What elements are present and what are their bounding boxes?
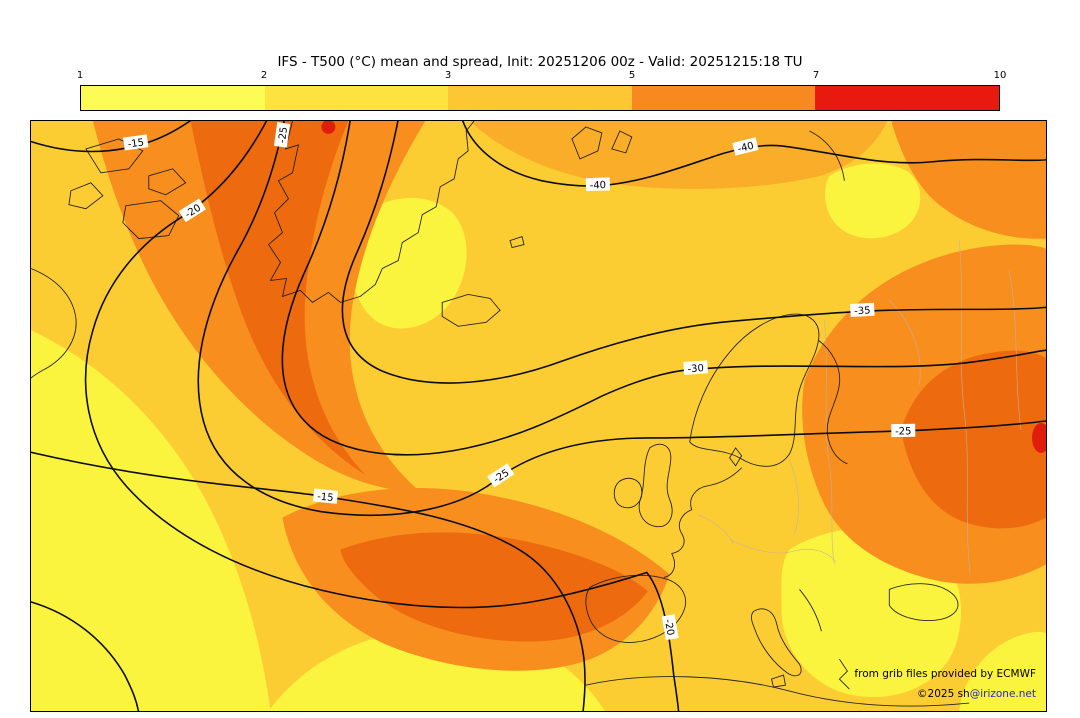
- svg-text:-20: -20: [662, 618, 676, 636]
- coastlines: [31, 121, 970, 707]
- contour-label: -25: [273, 122, 291, 148]
- fill-orange-top-strip: [470, 121, 888, 189]
- map-title: IFS - T500 (°C) mean and spread, Init: 2…: [277, 54, 803, 70]
- fill-red-spot-right: [1032, 422, 1046, 453]
- credits-copyright-prefix: ©2025 sh: [917, 688, 970, 701]
- coast-finland: [818, 339, 848, 465]
- fill-darkorange-center-core: [340, 532, 648, 642]
- colorbar-segment-5: [815, 86, 999, 110]
- spread-colorbar: 1 2 3 5 7 10: [76, 70, 1007, 111]
- coast-denmark: [729, 447, 743, 467]
- svg-text:-30: -30: [687, 363, 704, 375]
- svg-text:-40: -40: [590, 180, 607, 192]
- svg-text:-25: -25: [277, 126, 290, 144]
- contour-label: -20: [661, 614, 679, 641]
- contour-corner-southwest: [31, 601, 140, 711]
- coast-arctic-island: [148, 168, 187, 196]
- coast-italy: [750, 608, 802, 677]
- fill-red-spot-top: [321, 121, 336, 134]
- coast-greece: [838, 658, 850, 690]
- credits-source: from grib files provided by ECMWF: [854, 668, 1036, 681]
- tick-5: 5: [628, 70, 636, 81]
- coast-north-africa: [585, 676, 970, 707]
- coast-novaya-zemlya: [809, 130, 845, 181]
- fill-yellow-top-right: [825, 163, 921, 239]
- forecast-map: -15 -20 -25 -40 -40 -35 -30 -25: [30, 120, 1047, 712]
- coast-sicily: [771, 674, 787, 688]
- coast-scandinavia: [689, 313, 820, 467]
- contour-label: -15: [122, 134, 149, 151]
- contour-label: -30: [683, 360, 709, 375]
- fill-yellow-top-center: [349, 198, 467, 329]
- tick-7: 7: [812, 70, 820, 81]
- colorbar-segment-4: [631, 86, 816, 110]
- fill-yellow-bottom-right: [959, 631, 1046, 711]
- border-line: [729, 539, 836, 562]
- coast-svalbard: [611, 130, 633, 154]
- fill-orange-top-right-corner: [891, 121, 1046, 239]
- country-borders: [697, 240, 1022, 575]
- tick-1: 1: [76, 70, 84, 81]
- colorbar-ticks: 1 2 3 5 7 10: [76, 70, 1007, 83]
- coast-arctic-island: [85, 138, 144, 174]
- border-line: [697, 514, 734, 545]
- credits: from grib files provided by ECMWF ©2025 …: [854, 665, 1036, 705]
- contour-label: -25: [891, 423, 916, 438]
- contour-label: -35: [850, 302, 875, 317]
- contour-minus30-main: [281, 121, 1046, 456]
- tick-3: 3: [444, 70, 452, 81]
- border-line: [889, 300, 921, 386]
- coast-balkans: [799, 589, 822, 632]
- border-line: [789, 459, 799, 535]
- tick-10: 10: [993, 70, 1007, 81]
- svg-text:-15: -15: [317, 491, 334, 504]
- border-line: [824, 320, 835, 565]
- border-line: [958, 240, 971, 575]
- contour-labels: -15 -20 -25 -40 -40 -35 -30 -25: [122, 122, 916, 641]
- coast-svalbard: [571, 126, 603, 160]
- coast-arctic-island: [68, 182, 104, 210]
- coast-black-sea: [888, 583, 959, 621]
- coast-jan-mayen: [509, 236, 525, 249]
- svg-text:-40: -40: [737, 141, 755, 156]
- svg-text:-15: -15: [127, 137, 145, 150]
- forecast-map-svg: -15 -20 -25 -40 -40 -35 -30 -25: [31, 121, 1046, 711]
- coast-baffin: [122, 200, 180, 240]
- colorbar-segment-1: [81, 86, 265, 110]
- coast-west-europe: [663, 467, 742, 578]
- fill-yellow-southwest: [31, 330, 271, 711]
- credits-site-link: @irizone.net: [969, 688, 1036, 701]
- svg-text:-25: -25: [895, 426, 911, 437]
- fill-darkorange-right-core: [901, 350, 1046, 529]
- colorbar-segment-2: [264, 86, 449, 110]
- coast-labrador: [31, 268, 77, 379]
- contour-minus25-main: [197, 121, 1046, 516]
- coast-ireland: [613, 477, 643, 509]
- contour-minus15-south: [31, 451, 586, 711]
- colorbar-segment-3: [448, 86, 632, 110]
- tick-2: 2: [260, 70, 268, 81]
- contour-minus40-main: [462, 121, 1046, 187]
- contour-label: -40: [732, 137, 759, 156]
- border-line: [1008, 270, 1022, 431]
- svg-text:-35: -35: [854, 305, 871, 317]
- credits-copyright: ©2025 sh@irizone.net: [854, 685, 1036, 705]
- colorbar-bar: [80, 85, 1000, 111]
- contour-minus20-main: [84, 121, 680, 711]
- contour-label: -15: [312, 488, 339, 504]
- fill-darkorange-northwest-core: [190, 121, 366, 475]
- coast-iceland: [441, 293, 501, 327]
- contour-label: -40: [585, 177, 611, 192]
- coast-greenland: [267, 121, 475, 303]
